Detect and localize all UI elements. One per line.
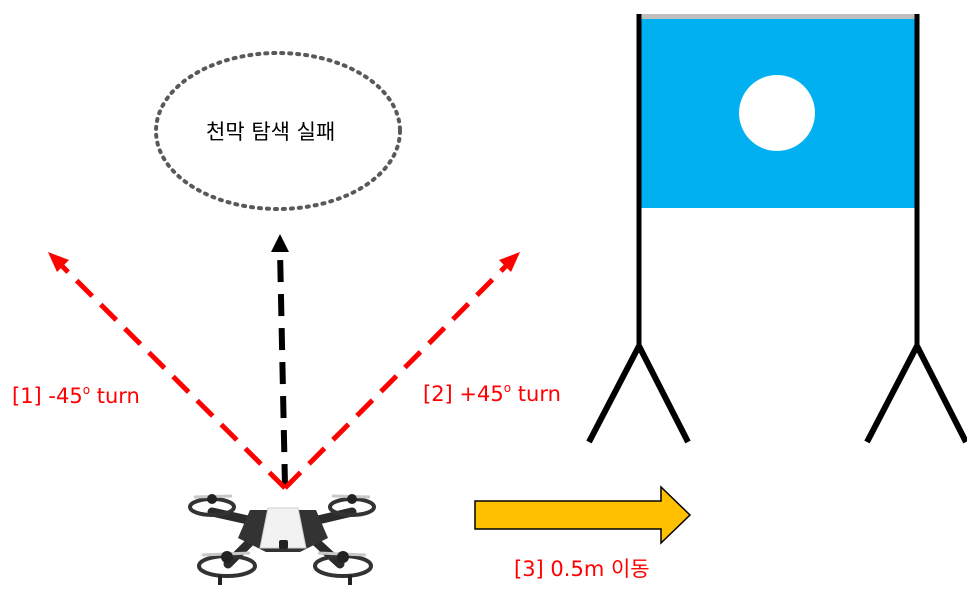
search-failed-bubble <box>154 51 402 211</box>
right-turn-degree: o <box>503 381 512 395</box>
tent-target-icon <box>586 14 967 444</box>
forward-arrow <box>271 234 289 487</box>
search-failed-text: 천막 탐색 실패 <box>206 120 336 144</box>
left-turn-suffix: turn <box>90 384 140 408</box>
right-turn-suffix: turn <box>511 382 561 406</box>
move-arrow <box>474 485 692 545</box>
move-label: [3] 0.5m 이동 <box>514 557 650 581</box>
right-turn-label: [2] +45o turn <box>423 381 561 406</box>
quadcopter-drone-icon <box>188 494 376 585</box>
left-turn-prefix: [1] -45 <box>12 384 83 408</box>
left-turn-label: [1] -45o turn <box>12 383 140 408</box>
right-turn-arrow <box>283 252 520 490</box>
right-turn-prefix: [2] +45 <box>423 382 504 406</box>
left-turn-arrow <box>48 252 287 490</box>
left-turn-degree: o <box>82 383 91 397</box>
